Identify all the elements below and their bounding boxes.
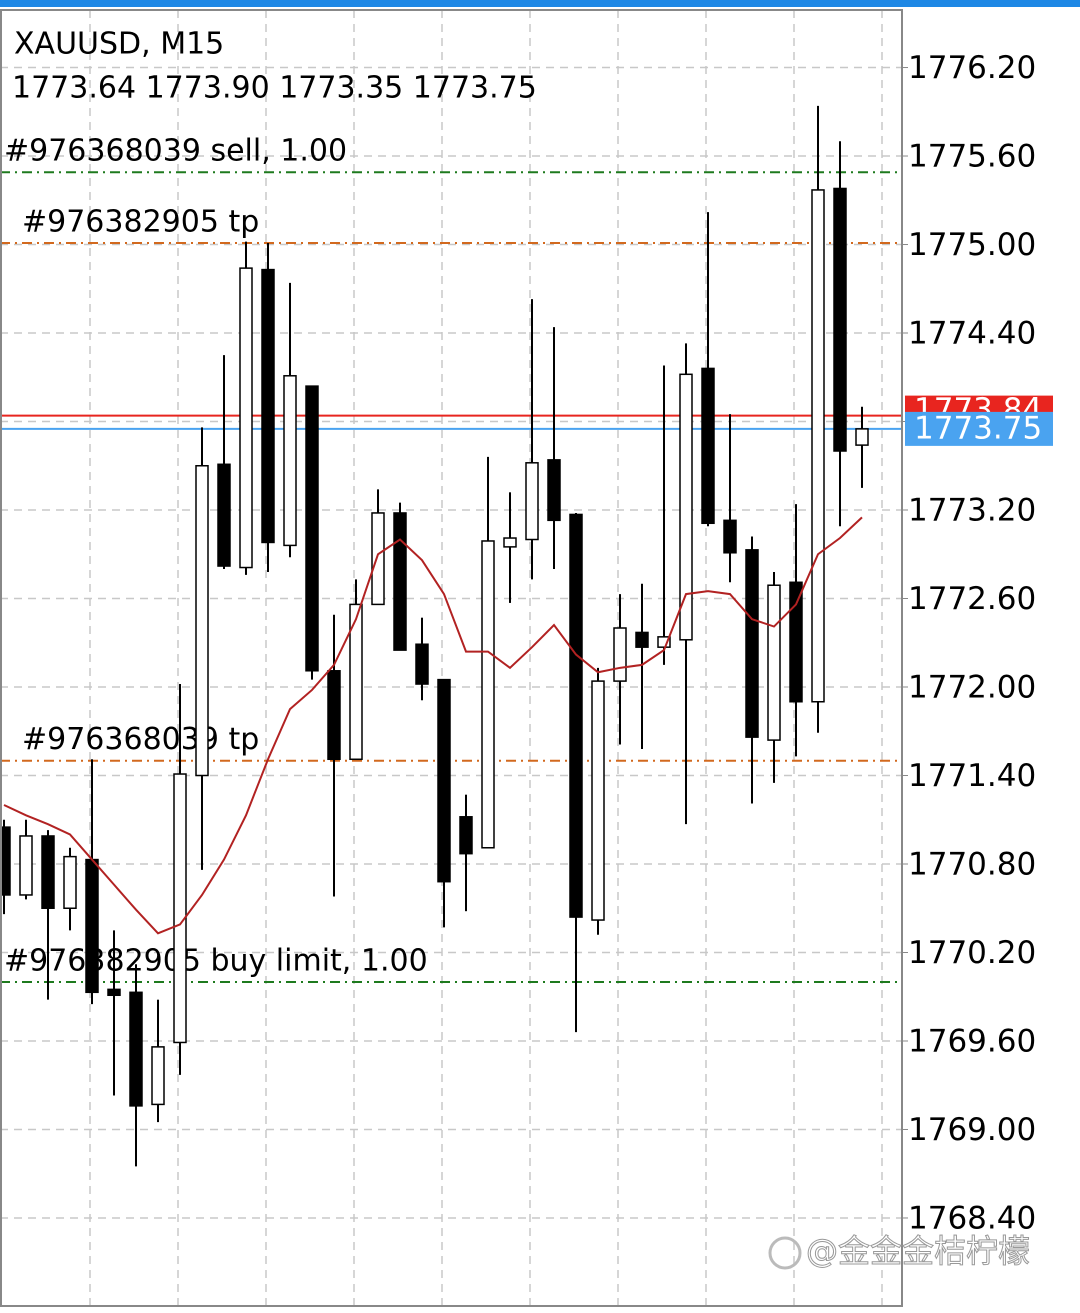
y-tick-label: 1770.80 [908,846,1036,882]
candle-body [591,680,605,921]
candle-body [679,373,693,641]
candle-body [525,462,539,541]
candle-body [217,463,231,567]
candle-body [371,512,385,606]
candle-body [459,816,473,855]
candle-body [195,465,209,777]
axis: 1768.40 1769.00 1769.60 1770.20 1770.80 1771.… [902,50,1053,1236]
chart-title: XAUUSD, M15 [14,27,224,62]
frame [0,9,903,1307]
candle-body [811,189,825,703]
candle-body [437,678,451,883]
watermark-group: @金金金桔柠檬 [768,1232,1031,1271]
order-level-label: #976368039 tp [22,722,259,757]
order-level-label: #976382905 tp [22,205,259,240]
candle-body [41,835,55,909]
levels: #976368039 sell, 1.00 #976382905 tp #97636… [0,134,902,983]
order-level-label: #976368039 sell, 1.00 [4,134,347,169]
y-tick-label: 1768.40 [908,1200,1036,1236]
y-tick-label: 1774.40 [908,316,1036,352]
candle-body [745,549,759,738]
candle-body [635,631,649,648]
y-tick-label: 1775.00 [908,227,1036,263]
candle-body [855,428,869,446]
candle-body [107,988,121,997]
candle-body [767,584,781,741]
candle-body [85,858,99,994]
candle-body [613,627,627,682]
candle-body [657,636,671,648]
order-level-label: #976382905 buy limit, 1.00 [4,943,428,978]
candle-body [569,513,583,918]
y-tick-label: 1775.60 [908,139,1036,175]
top-bar [0,0,1080,7]
candle-body [261,268,275,544]
y-tick-label: 1776.20 [908,50,1036,86]
y-tick-label: 1769.00 [908,1112,1036,1148]
candle-body [327,670,341,761]
candle-body [833,187,847,452]
y-tick-label: 1770.20 [908,935,1036,971]
watermark: @金金金桔柠檬 [806,1232,1030,1270]
candle-body [723,519,737,554]
candle-body [547,459,561,522]
y-tick-label: 1773.20 [908,493,1036,529]
candle-body [0,826,11,896]
candle-body [789,581,803,703]
price-label: 1773.75 [914,410,1042,446]
candle-body [129,991,143,1107]
y-tick-label: 1771.40 [908,758,1036,794]
candle-body [393,512,407,651]
plot [0,105,869,1167]
candle-body [349,603,363,761]
candle-body [19,835,33,896]
candle-body [283,375,297,547]
y-tick-label: 1772.00 [908,669,1036,705]
watermark-logo [768,1236,802,1270]
grid [0,10,902,1305]
candle-body [701,367,715,525]
candle-body [63,855,77,909]
candle-body [239,267,253,569]
ohlc-text: 1773.64 1773.90 1773.35 1773.75 [12,71,537,106]
price-label-box [905,411,1053,446]
y-tick-label: 1772.60 [908,581,1036,617]
candle-body [481,540,495,849]
moving-average [3,516,863,935]
candle-body [151,1046,165,1106]
candle-body [305,385,319,672]
y-tick-label: 1769.60 [908,1023,1036,1059]
candle-body [503,537,517,548]
candle-body [415,643,429,685]
candle-body [173,773,187,1044]
